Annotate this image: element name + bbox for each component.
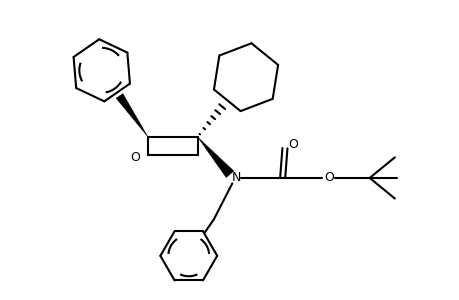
Polygon shape — [197, 137, 233, 178]
Polygon shape — [116, 94, 148, 137]
Text: O: O — [324, 171, 334, 184]
Text: O: O — [287, 139, 297, 152]
Text: O: O — [130, 151, 140, 164]
Text: N: N — [231, 171, 241, 184]
